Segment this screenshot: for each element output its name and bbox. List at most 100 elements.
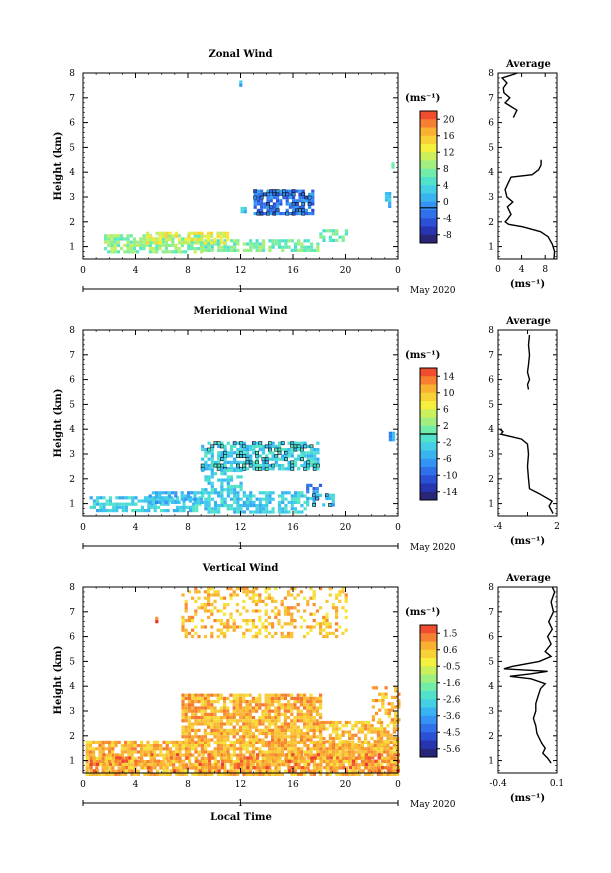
heatmap-cell xyxy=(306,444,310,448)
heatmap-cell xyxy=(223,756,227,760)
heatmap-cell xyxy=(313,457,317,461)
heatmap-cell xyxy=(242,460,246,464)
heatmap-cell xyxy=(248,738,252,742)
heatmap-cell xyxy=(148,243,152,247)
heatmap-cell xyxy=(251,700,255,704)
heatmap-cell xyxy=(285,208,289,212)
y-tick-label: 6 xyxy=(69,119,75,129)
heatmap-cell xyxy=(193,491,197,495)
heatmap-cell xyxy=(300,454,304,458)
x-tick-label: 4 xyxy=(133,780,139,790)
heatmap-cell xyxy=(118,756,122,760)
heatmap-cell xyxy=(252,763,256,767)
y-tick-label: 4 xyxy=(69,425,75,435)
heatmap-cell xyxy=(322,744,326,748)
heatmap-cell xyxy=(229,625,233,629)
heatmap-cell xyxy=(315,496,319,501)
heatmap-cell xyxy=(149,238,153,242)
heatmap-cell xyxy=(152,241,156,245)
heatmap-cell xyxy=(85,753,89,757)
heatmap-cell xyxy=(236,500,240,504)
heatmap-cell xyxy=(165,772,169,776)
heatmap-cell xyxy=(288,212,292,216)
heatmap-cell xyxy=(255,245,259,249)
heatmap-cell xyxy=(226,491,230,495)
heatmap-cell xyxy=(253,199,257,203)
heatmap-cell xyxy=(249,491,253,495)
heatmap-cell xyxy=(322,720,326,725)
heatmap-cell xyxy=(242,464,246,468)
heatmap-cell xyxy=(261,722,265,726)
heatmap-cell xyxy=(309,750,313,754)
colorbar-segment xyxy=(420,218,437,227)
heatmap-cell xyxy=(299,738,303,742)
heatmap-cell xyxy=(287,500,291,504)
colorbar-segment xyxy=(420,368,437,377)
heatmap-cell xyxy=(283,606,287,610)
heatmap-cell xyxy=(213,488,218,492)
heatmap-cell xyxy=(364,766,368,770)
heatmap-cell xyxy=(322,756,326,760)
heatmap-cell xyxy=(223,744,227,748)
heatmap-cell xyxy=(149,744,153,748)
heatmap-cell xyxy=(155,250,159,254)
heatmap-cell xyxy=(287,245,291,249)
heatmap-cell xyxy=(207,451,211,455)
heatmap-cell xyxy=(394,718,398,722)
heatmap-cell xyxy=(200,716,204,720)
heatmap-cell xyxy=(115,756,119,760)
heatmap-cell xyxy=(227,759,231,763)
heatmap-cell xyxy=(120,247,124,251)
heatmap-cell xyxy=(315,622,319,626)
heatmap-cell xyxy=(107,250,111,254)
heatmap-cell xyxy=(283,703,287,707)
heatmap-cell xyxy=(303,738,307,742)
heatmap-cell xyxy=(288,189,292,193)
heatmap-cell xyxy=(195,509,199,513)
heatmap-cell xyxy=(162,766,166,770)
heatmap-cell xyxy=(112,502,116,506)
heatmap-cell xyxy=(149,760,153,764)
heatmap-cell xyxy=(249,457,253,461)
heatmap-cell xyxy=(197,716,201,720)
heatmap-cell xyxy=(197,728,201,732)
heatmap-cell xyxy=(124,766,128,770)
heatmap-cell xyxy=(378,718,382,722)
heatmap-cell xyxy=(306,725,310,729)
heatmap-cell xyxy=(223,622,227,626)
heatmap-cell xyxy=(390,702,395,706)
heatmap-cell xyxy=(389,733,393,737)
heatmap-cell xyxy=(309,242,314,246)
heatmap-cell xyxy=(136,240,140,244)
heatmap-cell xyxy=(191,619,195,623)
heatmap-cell xyxy=(284,744,288,748)
heatmap-cell xyxy=(360,753,364,757)
heatmap-cell xyxy=(253,192,257,196)
heatmap-cell xyxy=(168,772,172,776)
heatmap-cell xyxy=(290,239,294,243)
heatmap-cell xyxy=(360,750,364,754)
heatmap-cell xyxy=(281,239,285,243)
heatmap-cell xyxy=(213,722,217,726)
heatmap-cell xyxy=(201,494,205,498)
heatmap-cell xyxy=(184,606,188,610)
heatmap-cell xyxy=(281,448,285,452)
heatmap-cell xyxy=(351,750,355,754)
heatmap-cell xyxy=(210,716,214,720)
heatmap-cell xyxy=(299,709,303,713)
heatmap-cell xyxy=(303,596,307,600)
heatmap-cell xyxy=(242,696,246,700)
heatmap-cell xyxy=(377,753,381,757)
heatmap-cell xyxy=(151,500,155,504)
heatmap-cell xyxy=(164,500,168,504)
heatmap-cell xyxy=(197,744,201,748)
heatmap-cell xyxy=(223,735,227,739)
heatmap-cell xyxy=(181,696,185,700)
heatmap-cell xyxy=(292,202,296,206)
profile-y-tick-label: 6 xyxy=(488,376,494,386)
heatmap-cell xyxy=(229,716,233,720)
heatmap-cell xyxy=(306,700,310,704)
heatmap-cell xyxy=(245,722,249,726)
heatmap-cell xyxy=(101,750,105,754)
heatmap-cell xyxy=(175,766,179,770)
